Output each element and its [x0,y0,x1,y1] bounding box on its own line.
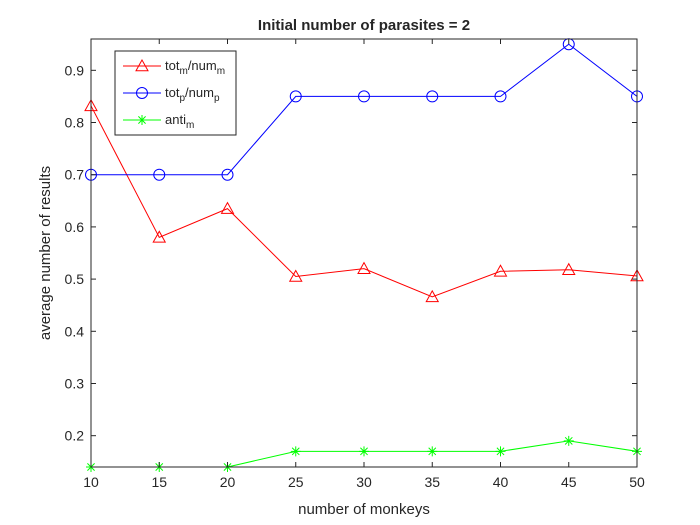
legend-label-2: totp/nump [165,85,220,104]
series-2-point-3 [221,168,234,181]
y-tick-label-3: 0.4 [65,323,85,339]
x-tick-label-6: 35 [424,474,440,490]
y-tick-label-6: 0.7 [65,167,85,183]
series-1-point-7 [493,264,508,277]
series-3-point-7 [495,446,506,457]
legend-marker-3 [137,115,147,125]
series-layer [84,38,644,472]
series-1-point-8 [561,262,576,276]
x-axis-label: number of monkeys [298,501,430,518]
series-1-point-3 [220,201,235,214]
series-1-point-6 [425,289,440,303]
y-axis-label: average number of results [37,166,54,340]
legend-subscript: p [179,93,185,104]
x-tick-label-5: 30 [356,474,372,490]
series-2-point-4 [289,90,302,103]
x-tick-label-1: 10 [83,474,99,490]
x-tick-label-2: 15 [151,474,167,490]
legend-subscript: m [179,66,187,77]
legend-text-part: /num [188,58,217,73]
legend-marker-1 [135,58,149,72]
x-tick-label-8: 45 [561,474,577,490]
legend-marker-2 [136,87,148,99]
series-1-point-4 [288,269,303,282]
legend-text-part: /num [185,85,214,100]
x-tick-label-7: 40 [493,474,509,490]
y-tick-label-1: 0.2 [65,428,85,444]
series-3-point-6 [427,446,438,457]
x-tick-label-3: 20 [220,474,236,490]
series-line-2 [91,43,638,176]
legend-label-1: totm/numm [165,58,225,77]
series-2-point-6 [426,90,439,103]
y-tick-label-2: 0.3 [65,375,85,391]
y-tick-label-4: 0.5 [65,271,85,287]
series-2-point-5 [358,90,370,103]
x-tick-label-4: 25 [288,474,304,490]
y-tick-label-5: 0.6 [65,219,85,235]
legend-text-part: anti [165,112,186,127]
axes-layer: 10 15 20 25 30 35 40 45 50 0.2 0.3 0.4 0.5 0.6 0.7 0.8 0… [65,38,645,490]
series-3-point-8 [563,435,574,446]
legend-label-3: antim [165,112,194,131]
y-tick-label-7: 0.8 [65,115,85,131]
series-2-point-2 [153,168,166,181]
series-2-point-7 [494,90,507,103]
legend-text-part: tot [165,58,180,73]
y-tick-label-8: 0.9 [65,62,85,78]
legend-subscript: p [214,93,220,104]
chart-title: Initial number of parasites = 2 [258,17,470,34]
legend-subscript: m [217,66,225,77]
x-tick-label-9: 50 [629,474,645,490]
series-3-point-4 [290,446,301,457]
series-line-1 [90,105,638,298]
series-1-point-5 [357,261,371,274]
series-1-point-2 [152,230,167,243]
legend-text-part: tot [165,85,180,100]
legend-subscript: m [186,120,194,131]
series-3-point-5 [359,446,369,457]
